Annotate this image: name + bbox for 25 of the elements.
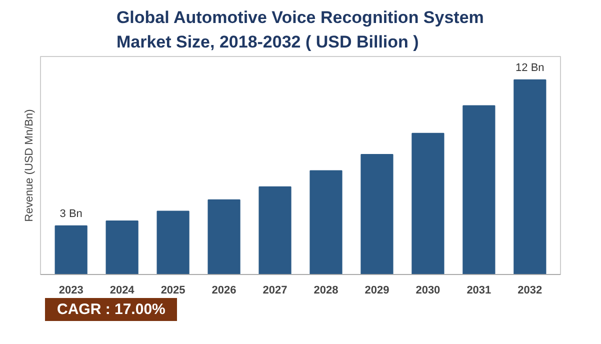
bar [208, 199, 240, 274]
data-label: 3 Bn [60, 208, 82, 220]
x-tick-label: 2026 [212, 284, 236, 296]
x-tick-label: 2024 [110, 284, 136, 296]
x-tick-label: 2032 [518, 284, 542, 296]
bar [514, 79, 546, 274]
bar [54, 225, 88, 274]
bar [462, 105, 496, 274]
text: CAGR : 17.00% [45, 298, 178, 321]
y-axis-title: Revenue (USD Mn/Bn) [24, 109, 36, 222]
x-tick-label: 2028 [314, 284, 338, 296]
x-tick-label: 2029 [364, 284, 390, 296]
bar [310, 170, 342, 274]
bar [258, 186, 292, 274]
bar [360, 154, 394, 274]
x-tick-label: 2027 [262, 284, 288, 296]
data-label: 12 Bn [516, 62, 544, 74]
chart-title: Global Automotive Voice Recognition System Market Size, 2018-2032 ( USD Billion ) [116, 8, 484, 52]
x-tick-label: 2031 [466, 284, 492, 296]
bar [412, 132, 444, 274]
x-tick-label: 2023 [58, 284, 84, 296]
bar [106, 220, 138, 274]
x-tick-label: 2025 [160, 284, 186, 296]
x-tick-label: 2030 [416, 284, 440, 296]
bar [156, 210, 190, 274]
